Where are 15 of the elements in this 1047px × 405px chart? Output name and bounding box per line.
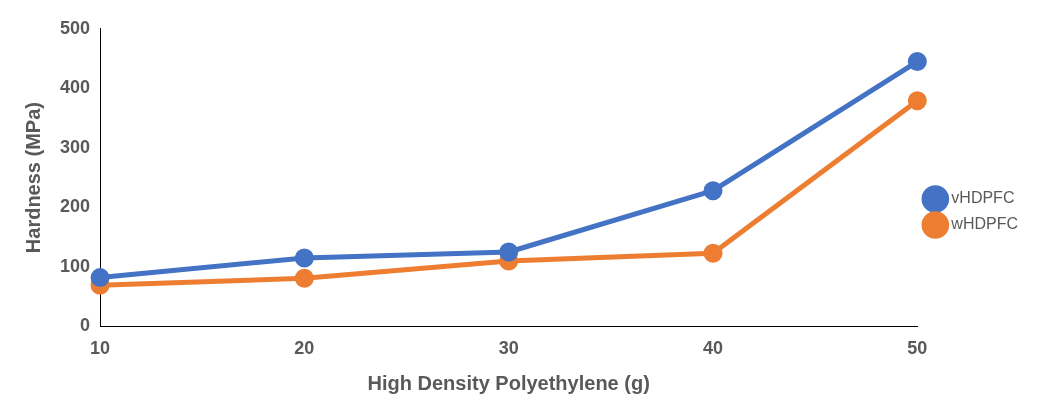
x-tick-label: 20 xyxy=(294,338,315,359)
x-tick-label: 10 xyxy=(90,338,111,359)
legend-label: vHDPFC xyxy=(951,189,1015,207)
y-tick-label: 200 xyxy=(59,196,91,217)
y-tick-label: 100 xyxy=(59,255,91,276)
x-tick-label: 40 xyxy=(702,338,724,359)
y-tick-label: 500 xyxy=(59,17,91,38)
y-tick-label: 400 xyxy=(59,77,91,98)
x-axis-title: High Density Polyethylene (g) xyxy=(367,371,650,394)
y-tick-label: 300 xyxy=(59,136,91,157)
y-axis-title: Hardness (MPa) xyxy=(21,102,44,254)
legend-label: wHDPFC xyxy=(950,215,1019,233)
y-tick-label: 0 xyxy=(80,315,91,336)
x-tick-label: 50 xyxy=(907,338,928,359)
x-tick-label: 30 xyxy=(498,338,519,359)
